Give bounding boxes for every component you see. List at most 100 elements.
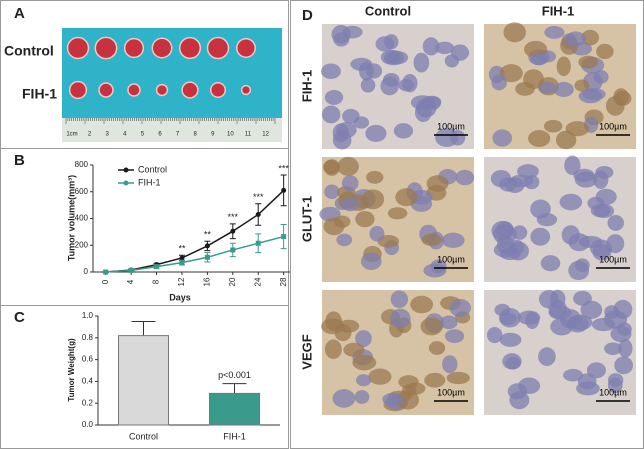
tumor — [206, 36, 230, 60]
nucleus — [544, 26, 565, 39]
nucleus — [595, 166, 614, 179]
x-tick-label: 12 — [177, 277, 186, 286]
nucleus — [530, 52, 548, 66]
nucleus — [574, 79, 590, 92]
tumor — [68, 80, 88, 100]
ruler-label: 10 — [227, 132, 234, 138]
nucleus — [556, 56, 571, 77]
significance: *** — [228, 212, 239, 222]
data-point — [281, 187, 287, 193]
nucleus — [449, 298, 471, 317]
nucleus — [492, 129, 513, 147]
nucleus — [420, 317, 443, 336]
nucleus — [596, 43, 614, 60]
ruler-label: 5 — [141, 132, 145, 138]
x-tick-label: FIH-1 — [223, 431, 246, 441]
nucleus — [341, 197, 359, 212]
nucleus — [382, 392, 403, 406]
nucleus — [491, 74, 507, 91]
ruler-label: 7 — [176, 132, 180, 138]
nucleus — [564, 155, 581, 176]
y-tick-label: 0.0 — [82, 420, 94, 429]
row-label: VEGF — [299, 334, 314, 369]
nucleus — [324, 89, 344, 105]
data-point — [128, 267, 134, 273]
significance: ** — [204, 230, 212, 240]
nucleus — [398, 375, 419, 389]
y-tick-label: 1.0 — [82, 311, 94, 320]
x-tick-label: 0 — [101, 279, 110, 284]
y-axis-label: Tumor volume(mm³) — [66, 175, 76, 261]
y-tick-label: 0.4 — [82, 377, 94, 386]
ruler-label: 9 — [211, 132, 215, 138]
y-tick-label: 600 — [75, 187, 89, 196]
data-point — [230, 247, 236, 253]
nucleus — [323, 217, 345, 236]
ruler-label: 4 — [123, 132, 127, 138]
nucleus — [503, 22, 526, 43]
x-tick-label: 8 — [152, 279, 161, 284]
tumor — [151, 37, 173, 59]
nucleus — [338, 319, 360, 333]
data-point — [204, 254, 210, 260]
nucleus — [578, 55, 599, 69]
y-tick-label: 0.8 — [82, 333, 94, 342]
y-tick-label: 0.2 — [82, 398, 94, 407]
legend-label: Control — [138, 164, 167, 174]
nucleus — [422, 37, 440, 56]
nucleus — [426, 175, 449, 192]
data-point — [154, 264, 160, 270]
nucleus — [444, 329, 465, 344]
data-point — [103, 269, 109, 275]
x-tick-label: Control — [129, 431, 158, 441]
ruler-label: 3 — [106, 132, 110, 138]
nucleus — [486, 326, 503, 344]
nucleus — [354, 390, 370, 404]
nucleus — [538, 347, 556, 366]
significance: ** — [178, 244, 186, 254]
tumor — [66, 36, 90, 60]
nucleus — [353, 116, 370, 129]
annotation: p<0.001 — [218, 370, 251, 380]
nucleus — [336, 121, 357, 138]
nucleus — [455, 169, 475, 186]
nucleus — [375, 36, 395, 52]
nucleus — [523, 69, 544, 89]
nucleus — [369, 225, 385, 242]
tumor — [98, 82, 114, 98]
nucleus — [586, 362, 606, 379]
nucleus — [530, 199, 551, 219]
nucleus — [421, 233, 442, 247]
tumor — [155, 83, 169, 97]
nucleus — [604, 342, 622, 356]
nucleus — [440, 315, 458, 330]
scale-label: 100µm — [599, 387, 627, 397]
ruler — [62, 118, 282, 142]
nucleus — [333, 32, 350, 47]
nucleus — [390, 308, 411, 329]
scale-label: 100µm — [599, 254, 627, 264]
nucleus — [563, 368, 583, 382]
nucleus — [356, 374, 372, 387]
nucleus — [512, 225, 528, 240]
ruler-label: 12 — [262, 132, 269, 138]
nucleus — [365, 124, 387, 142]
data-point — [179, 255, 185, 261]
nucleus — [565, 121, 590, 137]
tumor — [181, 81, 199, 99]
nucleus — [401, 384, 417, 397]
data-point — [204, 243, 210, 249]
panel-label: B — [14, 152, 25, 169]
nucleus — [568, 233, 591, 252]
column-label: FIH-1 — [542, 3, 575, 18]
significance: *** — [253, 192, 264, 202]
nucleus — [574, 171, 598, 188]
ruler-label: 2 — [88, 132, 92, 138]
nucleus — [604, 305, 620, 319]
y-tick-label: 800 — [75, 160, 89, 169]
y-axis-label: Tumor Weight(g) — [67, 338, 76, 402]
x-axis-label: Days — [169, 292, 191, 302]
series-line — [105, 235, 284, 273]
nucleus — [517, 310, 541, 325]
